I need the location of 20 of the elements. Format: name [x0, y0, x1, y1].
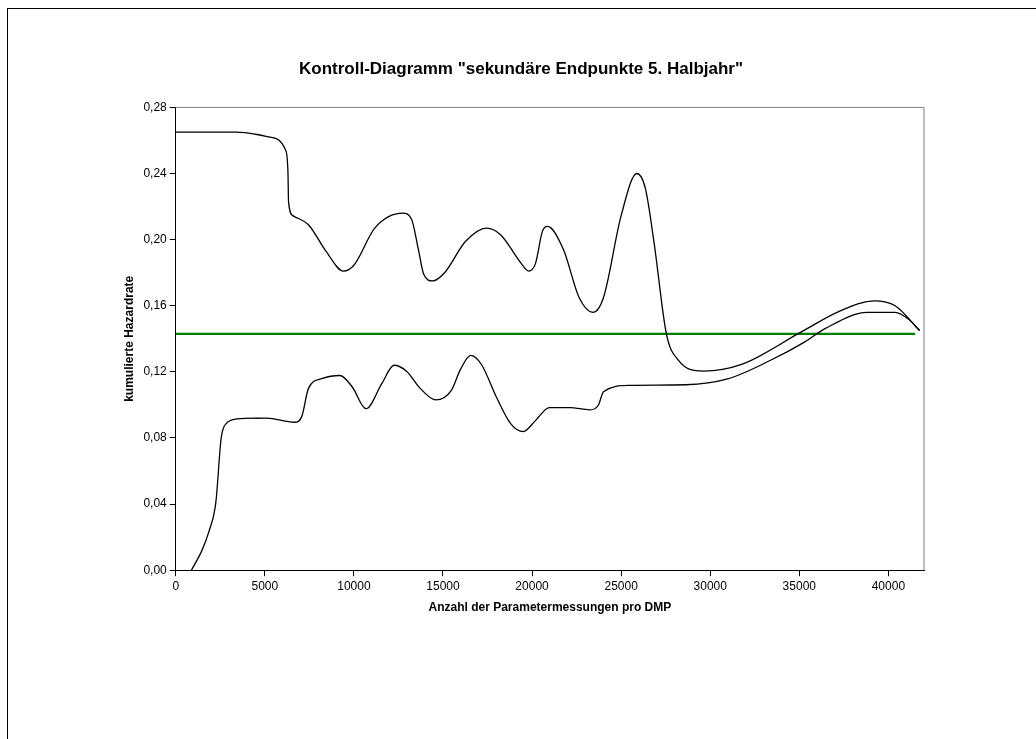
y-tick-label: 0,04 — [143, 496, 168, 511]
y-axis-title: kumulierte Hazardrate — [121, 275, 136, 402]
x-tick-label: 15000 — [426, 578, 460, 593]
x-tick-label: 25000 — [604, 578, 639, 593]
x-tick-label: 20000 — [515, 578, 550, 593]
x-tick-label: 5000 — [251, 578, 279, 593]
chart-title: Kontroll-Diagramm "sekundäre Endpunkte 5. Halbjahr" — [298, 58, 744, 78]
x-tick-label: 30000 — [693, 578, 728, 593]
y-tick-label: 0,20 — [143, 231, 168, 246]
x-tick-label: 35000 — [782, 578, 817, 593]
x-tick-label: 0 — [172, 578, 180, 593]
y-tick-label: 0,16 — [143, 298, 168, 313]
y-tick-label: 0,00 — [143, 562, 168, 577]
y-tick-label: 0,08 — [143, 430, 168, 445]
x-tick-label: 40000 — [871, 578, 906, 593]
y-tick-label: 0,28 — [143, 99, 168, 114]
y-tick-label: 0,24 — [143, 165, 168, 180]
y-tick-label: 0,12 — [143, 364, 168, 379]
x-tick-label: 10000 — [337, 578, 371, 593]
x-axis-title: Anzahl der Parametermessungen pro DMP — [428, 600, 672, 615]
